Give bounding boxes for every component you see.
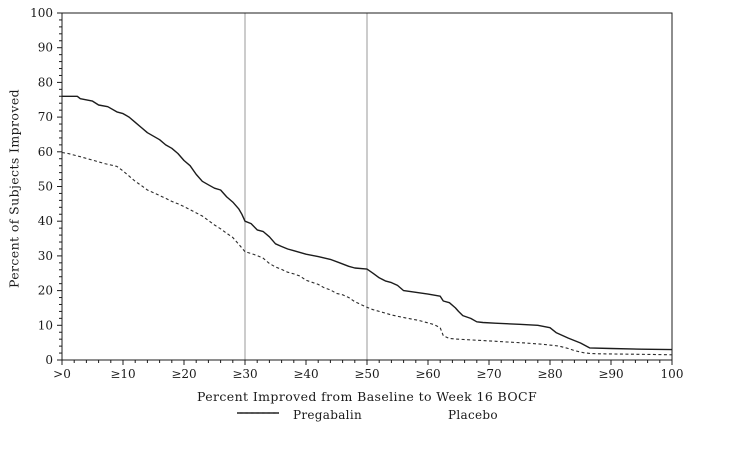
legend-label-placebo: Placebo (448, 408, 498, 422)
y-tick-label: 0 (45, 353, 53, 367)
x-tick-label: ≥60 (415, 367, 440, 381)
legend-dashed-line-sample (237, 410, 434, 420)
x-tick-label: >0 (53, 367, 71, 381)
x-tick-label: ≥50 (354, 367, 379, 381)
x-tick-label: ≥70 (476, 367, 501, 381)
x-tick-label: ≥80 (537, 367, 562, 381)
y-tick-label: 40 (38, 214, 53, 228)
series-line-pregabalin (62, 95, 673, 351)
y-tick-label: 30 (38, 249, 53, 263)
y-tick-label: 70 (38, 110, 53, 124)
x-axis-title: Percent Improved from Baseline to Week 1… (196, 389, 538, 404)
x-tick-label: ≥30 (232, 367, 257, 381)
x-tick-label: ≥10 (110, 367, 135, 381)
y-tick-label: 90 (38, 41, 53, 55)
y-tick-label: 50 (38, 180, 53, 194)
x-tick-label: ≥40 (293, 367, 318, 381)
x-tick-label: ≥20 (171, 367, 196, 381)
y-tick-label: 10 (38, 318, 53, 332)
x-tick-label: 100 (661, 367, 684, 381)
y-axis-title: Percent of Subjects Improved (6, 88, 22, 289)
series-line-placebo (61, 151, 673, 356)
dashed-line-icon (237, 412, 279, 414)
y-tick-label: 20 (38, 284, 53, 298)
x-tick-label: ≥90 (598, 367, 623, 381)
chart-legend: Pregabalin Placebo (237, 408, 498, 422)
y-tick-label: 100 (30, 6, 53, 20)
legend-label-pregabalin: Pregabalin (293, 408, 362, 422)
y-tick-label: 80 (38, 75, 53, 89)
y-tick-label: 60 (38, 145, 53, 159)
